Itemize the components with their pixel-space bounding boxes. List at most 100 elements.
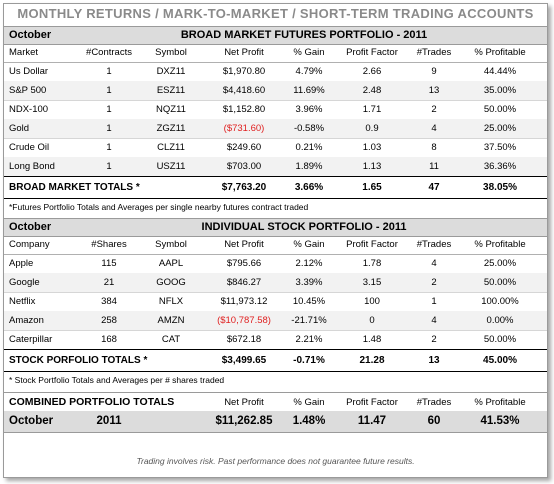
table-cell: NFLX bbox=[158, 296, 184, 307]
table-cell: Caterpillar bbox=[9, 334, 53, 345]
table-cell: 0.21% bbox=[295, 142, 323, 153]
footnote: *Futures Portfolio Totals and Averages p… bbox=[9, 202, 309, 212]
report-title: MONTHLY RETURNS / MARK-TO-MARKET / SHORT… bbox=[17, 6, 534, 21]
section-month: October bbox=[9, 29, 52, 41]
table-cell: 1 bbox=[106, 85, 112, 96]
table-row: Crude Oil 1 CLZ11 $249.60 0.21% 1.03 8 37.50% bbox=[4, 138, 547, 158]
table-cell: 2.48 bbox=[362, 85, 382, 96]
table-cell: $1,970.80 bbox=[222, 66, 266, 77]
table-row: Us Dollar 1 DXZ11 $1,970.80 4.79% 2.66 9 44.44% bbox=[4, 62, 547, 82]
table-cell: AMZN bbox=[157, 315, 185, 326]
table-row: Gold 1 ZGZ11 ($731.60) -0.58% 0.9 4 25.00% bbox=[4, 119, 547, 139]
disclaimer: Trading involves risk. Past performance … bbox=[136, 456, 415, 466]
column-header: #Contracts bbox=[86, 47, 132, 58]
table-cell: 2.21% bbox=[295, 334, 323, 345]
table-cell: 1.48 bbox=[362, 334, 382, 345]
table-cell: 168 bbox=[101, 334, 117, 345]
table-cell: 2.12% bbox=[295, 258, 323, 269]
table-cell: 1 bbox=[106, 104, 112, 115]
table-cell: Apple bbox=[9, 258, 34, 269]
table-cell: 1 bbox=[106, 66, 112, 77]
table-cell: 384 bbox=[101, 296, 117, 307]
totals-value: 3.66% bbox=[294, 182, 324, 193]
column-header: % Profitable bbox=[474, 47, 526, 58]
totals-value: 45.00% bbox=[483, 355, 517, 366]
table-cell: 4 bbox=[431, 258, 437, 269]
table-cell: DXZ11 bbox=[156, 66, 186, 77]
table-cell: ZGZ11 bbox=[156, 123, 186, 134]
table-cell: 2 bbox=[431, 104, 437, 115]
stocks-totals-row: STOCK PORFOLIO TOTALS * $3,499.65 -0.71% 21… bbox=[4, 349, 547, 372]
table-cell: 36.36% bbox=[483, 161, 517, 172]
table-cell: CLZ11 bbox=[157, 142, 185, 153]
table-cell: 100.00% bbox=[481, 296, 519, 307]
table-cell: 115 bbox=[101, 258, 117, 269]
table-cell: 11 bbox=[429, 161, 439, 172]
table-cell: Amazon bbox=[9, 315, 44, 326]
table-cell: 3.39% bbox=[295, 277, 323, 288]
column-header: % Profitable bbox=[474, 239, 526, 250]
table-row: Apple 115 AAPL $795.66 2.12% 1.78 4 25.00% bbox=[4, 254, 547, 274]
table-cell: 1.13 bbox=[362, 161, 382, 172]
table-row: S&P 500 1 ESZ11 $4,418.60 11.69% 2.48 13 35.00% bbox=[4, 81, 547, 101]
table-cell: $795.66 bbox=[226, 258, 262, 269]
futures-column-header: Market #Contracts Symbol Net Profit % Gain Pr… bbox=[4, 43, 547, 63]
table-cell: USZ11 bbox=[156, 161, 186, 172]
combined-header: COMBINED PORTFOLIO TOTALS Net Profit % Gai… bbox=[4, 392, 547, 413]
table-cell: 11.69% bbox=[293, 85, 325, 96]
column-header: % Gain bbox=[293, 239, 325, 250]
table-cell: NQZ11 bbox=[156, 104, 186, 115]
totals-value: 1.65 bbox=[362, 182, 382, 193]
table-row: Google 21 GOOG $846.27 3.39% 3.15 2 50.00% bbox=[4, 273, 547, 293]
column-header: Net Profit bbox=[224, 47, 264, 58]
table-cell: 2.66 bbox=[362, 66, 382, 77]
table-cell: $249.60 bbox=[226, 142, 262, 153]
table-cell: 3.15 bbox=[362, 277, 382, 288]
combined-year: 2011 bbox=[96, 415, 122, 427]
column-header: % Gain bbox=[293, 47, 325, 58]
table-cell: $703.00 bbox=[226, 161, 262, 172]
totals-value: -0.71% bbox=[293, 355, 325, 366]
column-header: Profit Factor bbox=[346, 239, 398, 250]
table-cell: ESZ11 bbox=[156, 85, 186, 96]
totals-value: $7,763.20 bbox=[221, 182, 267, 193]
combined-heading: COMBINED PORTFOLIO TOTALS bbox=[9, 396, 175, 408]
table-cell: 0 bbox=[369, 315, 375, 326]
column-header: #Trades bbox=[416, 239, 452, 250]
futures-footnote: *Futures Portfolio Totals and Averages p… bbox=[4, 197, 547, 217]
table-cell: 4 bbox=[431, 315, 437, 326]
table-cell: $11,973.12 bbox=[220, 296, 268, 307]
table-cell: 1.03 bbox=[362, 142, 382, 153]
table-cell: NDX-100 bbox=[9, 104, 49, 115]
table-cell: 21 bbox=[103, 277, 115, 288]
totals-label: STOCK PORFOLIO TOTALS * bbox=[9, 355, 148, 366]
totals-value: $3,499.65 bbox=[221, 355, 267, 366]
table-cell: 1 bbox=[106, 142, 112, 153]
section-month: October bbox=[9, 221, 52, 233]
table-cell: -0.58% bbox=[293, 123, 325, 134]
column-header: Symbol bbox=[155, 239, 187, 250]
table-cell: 9 bbox=[431, 66, 437, 77]
futures-section-header: October BROAD MARKET FUTURES PORTFOLIO - … bbox=[4, 26, 547, 45]
table-cell: $846.27 bbox=[226, 277, 262, 288]
table-cell: ($10,787.58) bbox=[217, 315, 271, 326]
table-row: Caterpillar 168 CAT $672.18 2.21% 1.48 2 50.00% bbox=[4, 330, 547, 350]
section-heading: INDIVIDUAL STOCK PORTFOLIO - 2011 bbox=[201, 221, 407, 233]
table-cell: 1 bbox=[106, 123, 112, 134]
stocks-column-header: Company #Shares Symbol Net Profit % Gain Prof… bbox=[4, 235, 547, 255]
table-cell: Crude Oil bbox=[9, 142, 50, 153]
table-cell: Us Dollar bbox=[9, 66, 49, 77]
stocks-section-header: October INDIVIDUAL STOCK PORTFOLIO - 2011 bbox=[4, 218, 547, 237]
table-cell: CAT bbox=[161, 334, 181, 345]
combined-column-header: #Trades bbox=[416, 397, 452, 408]
table-cell: 50.00% bbox=[483, 104, 517, 115]
table-cell: 1.78 bbox=[362, 258, 382, 269]
combined-value: 1.48% bbox=[292, 415, 326, 427]
table-cell: 44.44% bbox=[483, 66, 517, 77]
table-cell: Netflix bbox=[9, 296, 36, 307]
footnote: * Stock Portfolio Totals and Averages pe… bbox=[9, 375, 225, 385]
table-cell: GOOG bbox=[156, 277, 186, 288]
column-header: Net Profit bbox=[224, 239, 264, 250]
table-cell: $4,418.60 bbox=[222, 85, 266, 96]
totals-value: 38.05% bbox=[483, 182, 517, 193]
